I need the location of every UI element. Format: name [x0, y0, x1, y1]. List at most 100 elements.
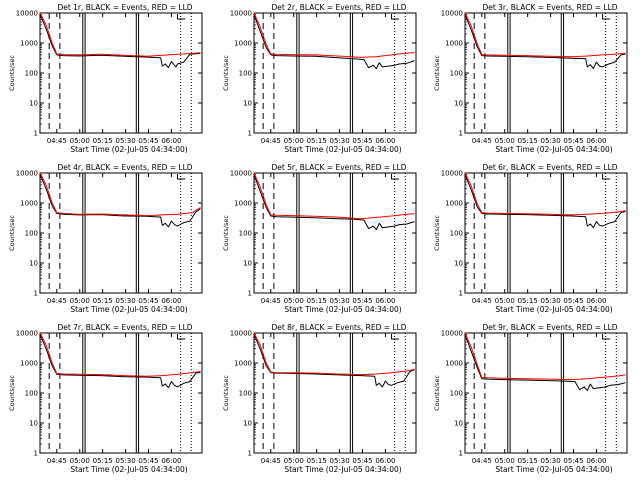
series-line-events [253, 14, 415, 70]
y-tick-label: 10000 [16, 10, 38, 18]
x-tick-label: 04:45 [47, 137, 67, 145]
chart-title: Det 4r, BLACK = Events, RED = LLD [57, 163, 192, 172]
y-tick-label: 1 [34, 130, 38, 138]
y-tick-label: 10 [29, 260, 38, 268]
chart-panel-7: Det 7r, BLACK = Events, RED = LLD 1 10 100 1… [8, 323, 203, 474]
y-tick-label: 10000 [230, 330, 252, 338]
x-tick-label: 05:45 [138, 457, 158, 465]
y-axis-label: Counts/sec [222, 55, 230, 91]
series-line-lld [39, 172, 201, 217]
y-tick-label: 10000 [441, 170, 463, 178]
x-tick-label: 05:00 [70, 297, 90, 305]
x-axis-label: Start Time (02-Jul-05 04:34:00) [284, 465, 401, 474]
x-axis-label: Start Time (02-Jul-05 04:34:00) [495, 465, 612, 474]
x-tick-label: 05:15 [307, 457, 327, 465]
y-tick-label: 1000 [234, 40, 252, 48]
y-tick-label: 1 [34, 450, 38, 458]
y-tick-label: 100 [239, 390, 252, 398]
x-tick-label: 05:00 [495, 297, 515, 305]
chart-title: Det 2r, BLACK = Events, RED = LLD [271, 3, 406, 12]
series-line-events [464, 174, 626, 229]
series-line-lld [253, 332, 415, 376]
x-tick-label: 06:00 [161, 457, 181, 465]
x-tick-label: 05:45 [563, 457, 583, 465]
series-line-events [464, 14, 626, 70]
x-tick-label: 05:30 [115, 297, 135, 305]
chart-title: Det 8r, BLACK = Events, RED = LLD [271, 323, 406, 332]
corner-marker [177, 334, 186, 340]
y-axis-label: Counts/sec [8, 215, 16, 251]
x-tick-label: 06:00 [161, 137, 181, 145]
x-tick-label: 05:45 [563, 137, 583, 145]
x-tick-label: 04:45 [47, 297, 67, 305]
x-tick-label: 05:45 [352, 297, 372, 305]
x-tick-label: 05:00 [495, 457, 515, 465]
y-tick-label: 100 [25, 230, 38, 238]
x-tick-label: 05:45 [352, 457, 372, 465]
x-tick-label: 06:00 [586, 297, 606, 305]
chart-panel-4: Det 4r, BLACK = Events, RED = LLD 1 10 100 1… [8, 163, 203, 314]
plot-frame [39, 332, 203, 454]
chart-panel-3: Det 3r, BLACK = Events, RED = LLD 1 10 100 1… [433, 3, 628, 154]
chart-title: Det 3r, BLACK = Events, RED = LLD [482, 3, 617, 12]
x-tick-label: 05:00 [284, 137, 304, 145]
x-tick-label: 05:45 [352, 137, 372, 145]
chart-panel-8: Det 8r, BLACK = Events, RED = LLD 1 10 100 1… [222, 323, 417, 474]
chart-title: Det 1r, BLACK = Events, RED = LLD [57, 3, 192, 12]
plot-frame [253, 12, 417, 134]
x-axis-label: Start Time (02-Jul-05 04:34:00) [70, 145, 187, 154]
chart-title: Det 6r, BLACK = Events, RED = LLD [482, 163, 617, 172]
x-tick-label: 06:00 [375, 297, 395, 305]
y-tick-label: 10 [454, 420, 463, 428]
x-tick-label: 05:30 [115, 457, 135, 465]
x-tick-label: 04:45 [261, 457, 281, 465]
chart-panel-6: Det 6r, BLACK = Events, RED = LLD 1 10 100 1… [433, 163, 628, 314]
x-tick-label: 04:45 [472, 137, 492, 145]
corner-marker [602, 334, 611, 340]
x-tick-label: 04:45 [472, 457, 492, 465]
series-line-events [39, 334, 201, 389]
x-axis-label: Start Time (02-Jul-05 04:34:00) [284, 305, 401, 314]
series-line-lld [253, 12, 415, 58]
y-tick-label: 1000 [20, 360, 38, 368]
series-line-events [253, 174, 415, 231]
x-tick-label: 05:45 [138, 297, 158, 305]
y-tick-label: 1 [248, 450, 252, 458]
x-tick-label: 05:00 [70, 137, 90, 145]
corner-marker [602, 14, 611, 20]
series-line-events [253, 334, 415, 388]
chart-title: Det 7r, BLACK = Events, RED = LLD [57, 323, 192, 332]
x-tick-label: 06:00 [375, 137, 395, 145]
chart-panel-2: Det 2r, BLACK = Events, RED = LLD 1 10 100 1… [222, 3, 417, 154]
series-line-events [464, 334, 626, 392]
y-tick-label: 10000 [230, 170, 252, 178]
y-axis-label: Counts/sec [8, 55, 16, 91]
y-tick-label: 1 [459, 290, 463, 298]
x-tick-label: 05:00 [495, 137, 515, 145]
x-tick-label: 04:45 [47, 457, 67, 465]
x-tick-label: 05:15 [307, 297, 327, 305]
x-tick-label: 06:00 [586, 137, 606, 145]
y-tick-label: 100 [450, 390, 463, 398]
y-tick-label: 10 [243, 100, 252, 108]
y-tick-label: 1000 [445, 200, 463, 208]
y-tick-label: 10 [454, 260, 463, 268]
x-axis-label: Start Time (02-Jul-05 04:34:00) [70, 465, 187, 474]
y-tick-label: 100 [239, 230, 252, 238]
chart-panel-1: Det 1r, BLACK = Events, RED = LLD 1 10 100 1… [8, 3, 203, 154]
y-tick-label: 10 [454, 100, 463, 108]
corner-marker [391, 334, 400, 340]
series-line-lld [464, 332, 626, 381]
x-tick-label: 05:15 [307, 137, 327, 145]
corner-marker [602, 174, 611, 180]
x-tick-label: 05:30 [329, 297, 349, 305]
y-tick-label: 10000 [441, 330, 463, 338]
y-tick-label: 1 [459, 130, 463, 138]
y-tick-label: 1000 [445, 40, 463, 48]
x-tick-label: 05:30 [115, 137, 135, 145]
y-axis-label: Counts/sec [433, 55, 441, 91]
x-tick-label: 06:00 [586, 457, 606, 465]
x-tick-label: 05:15 [93, 137, 113, 145]
chart-panel-9: Det 9r, BLACK = Events, RED = LLD 1 10 100 1… [433, 323, 628, 474]
